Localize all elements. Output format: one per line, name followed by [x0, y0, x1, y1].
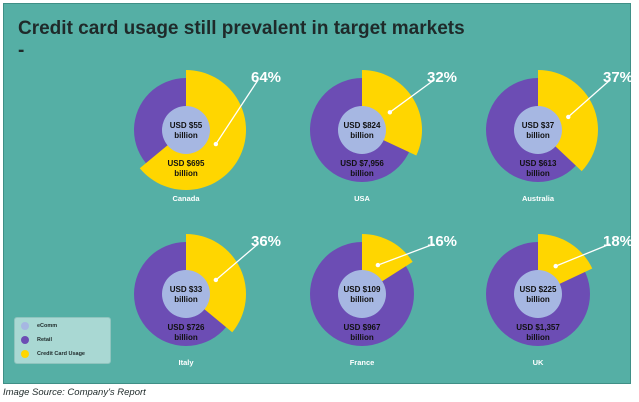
ecomm-value-usa: USD $824: [344, 121, 381, 130]
legend-label-retail: Retail: [37, 337, 52, 343]
retail-unit-usa: billion: [350, 169, 374, 178]
legend-item-credit-card: Credit Card Usage: [21, 349, 85, 359]
legend-item-retail: Retail: [21, 335, 52, 345]
legend-label-credit-card: Credit Card Usage: [37, 351, 85, 357]
ecomm-value-uk: USD $225: [520, 285, 557, 294]
retail-value-italy: USD $726: [168, 323, 205, 332]
percent-label-italy: 36%: [251, 233, 281, 250]
retail-unit-australia: billion: [526, 169, 550, 178]
retail-value-usa: USD $7,956: [340, 159, 384, 168]
retail-unit-uk: billion: [526, 333, 550, 342]
legend-swatch-retail: [21, 336, 29, 344]
ecomm-circle-france: [338, 270, 386, 318]
ecomm-value-italy: USD $33: [170, 285, 203, 294]
ecomm-circle-usa: [338, 106, 386, 154]
ecomm-unit-uk: billion: [526, 295, 550, 304]
retail-value-canada: USD $695: [168, 159, 205, 168]
leader-line-italy: [215, 243, 259, 281]
leader-dot-uk: [553, 263, 558, 269]
ecomm-value-australia: USD $37: [522, 121, 555, 130]
ecomm-value-canada: USD $55: [170, 121, 203, 130]
ecomm-unit-italy: billion: [174, 295, 198, 304]
leader-dot-canada: [213, 141, 219, 147]
chart-title: Credit card usage still prevalent in tar…: [18, 18, 465, 39]
legend-item-ecomm: eComm: [21, 321, 57, 331]
leader-line-usa: [389, 79, 435, 113]
country-label-australia: Australia: [522, 194, 555, 203]
title-dash: -: [18, 40, 25, 61]
leader-dot-usa: [387, 110, 393, 115]
retail-unit-france: billion: [350, 333, 374, 342]
percent-label-uk: 18%: [603, 233, 632, 250]
leader-dot-australia: [566, 114, 571, 120]
retail-value-france: USD $967: [344, 323, 381, 332]
ecomm-unit-canada: billion: [174, 131, 198, 140]
country-label-france: France: [350, 358, 375, 367]
leader-line-france: [377, 243, 435, 266]
percent-label-usa: 32%: [427, 69, 457, 86]
retail-value-australia: USD $613: [520, 159, 557, 168]
percent-label-canada: 64%: [251, 69, 281, 86]
ecomm-circle-canada: [162, 106, 210, 154]
retail-unit-italy: billion: [174, 333, 198, 342]
leader-dot-france: [375, 262, 381, 268]
retail-unit-canada: billion: [174, 169, 198, 178]
ecomm-unit-usa: billion: [350, 131, 374, 140]
leader-line-canada: [215, 79, 259, 145]
ecomm-circle-uk: [514, 270, 562, 318]
legend-label-ecomm: eComm: [37, 323, 58, 329]
percent-label-australia: 37%: [603, 69, 632, 86]
ecomm-unit-australia: billion: [526, 131, 550, 140]
credit-card-slice-italy: [186, 234, 247, 333]
ecomm-circle-australia: [514, 106, 562, 154]
credit-card-slice-australia: [538, 70, 598, 172]
leader-dot-italy: [213, 277, 219, 283]
image-source-caption: Image Source: Company's Report: [3, 387, 146, 398]
chart-panel: Credit card usage still prevalent in tar…: [3, 3, 632, 384]
legend: eComm Retail Credit Card Usage: [14, 317, 111, 364]
leader-line-uk: [555, 243, 611, 267]
country-label-usa: USA: [354, 194, 370, 203]
country-label-uk: UK: [533, 358, 544, 367]
country-label-canada: Canada: [172, 194, 200, 203]
leader-line-australia: [567, 79, 611, 118]
ecomm-value-france: USD $109: [344, 285, 381, 294]
legend-swatch-credit-card: [21, 350, 29, 358]
legend-swatch-ecomm: [21, 322, 29, 330]
ecomm-unit-france: billion: [350, 295, 374, 304]
retail-value-uk: USD $1,357: [516, 323, 560, 332]
percent-label-france: 16%: [427, 233, 457, 250]
ecomm-circle-italy: [162, 270, 210, 318]
country-label-italy: Italy: [178, 358, 194, 367]
